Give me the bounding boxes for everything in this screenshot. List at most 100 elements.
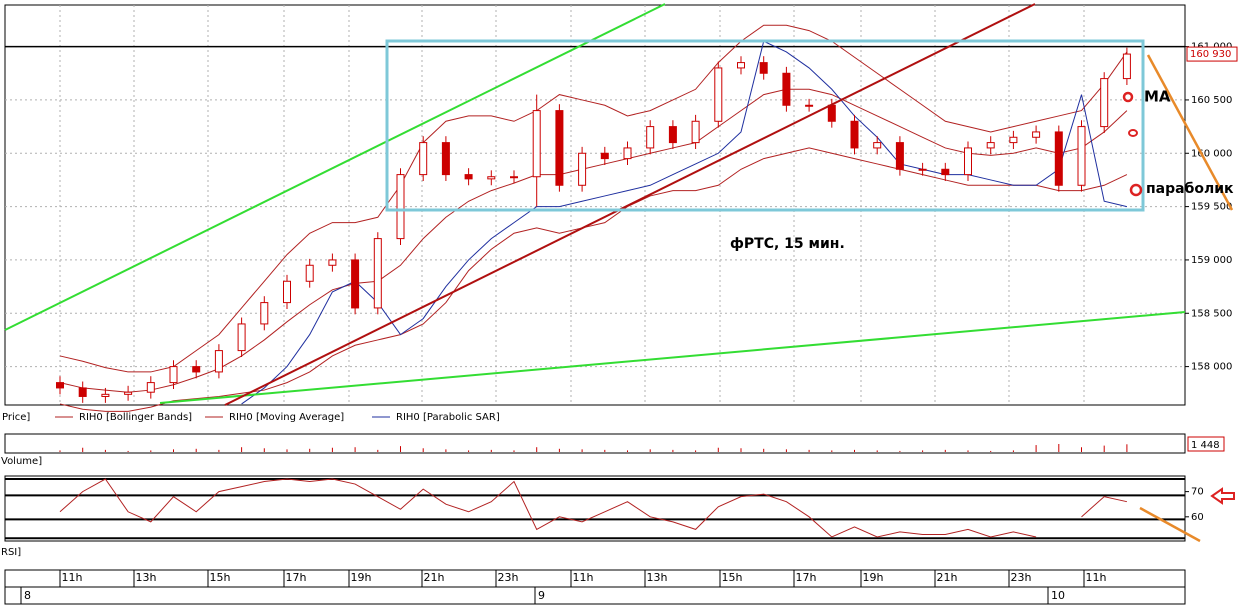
annotation: фРТС, 15 мин. — [730, 236, 845, 252]
candle-body — [101, 393, 110, 397]
trend-line — [224, 3, 1036, 406]
candle-body — [419, 142, 428, 176]
time-label: 17h — [286, 571, 307, 584]
candle-body — [714, 67, 723, 122]
y-tick-label: 159 000 — [1191, 255, 1232, 266]
candle-body — [964, 147, 972, 176]
candle-body — [1122, 53, 1131, 80]
candle-body — [600, 152, 609, 160]
candle-body — [918, 168, 927, 171]
candle-body — [1077, 126, 1086, 186]
candle-body — [873, 142, 882, 149]
y-tick-label: 158 000 — [1191, 362, 1232, 373]
candle-body — [305, 264, 314, 282]
time-label: 13h — [136, 571, 157, 584]
candle-body — [691, 120, 700, 144]
y-tick-label: 158 500 — [1191, 308, 1232, 319]
day-label: 10 — [1051, 589, 1065, 602]
panel-label: RSI] — [1, 547, 21, 558]
time-label: 13h — [647, 571, 668, 584]
candle-body — [351, 259, 360, 309]
parabolic-sar — [241, 40, 1128, 405]
panel-label: Volume] — [1, 456, 42, 467]
candle-body — [532, 110, 541, 178]
time-label: 19h — [863, 571, 884, 584]
day-label: 8 — [24, 589, 31, 602]
candle-body — [373, 238, 382, 309]
time-label: 23h — [498, 571, 519, 584]
annotation: параболик — [1146, 181, 1234, 197]
candle-body — [986, 142, 995, 149]
price-marker — [1186, 46, 1238, 62]
candle-body — [646, 126, 655, 149]
time-label: 15h — [210, 571, 231, 584]
time-label: 21h — [424, 571, 445, 584]
trend-line — [4, 3, 666, 331]
candle-body — [737, 62, 745, 69]
bollinger-upper — [59, 24, 1128, 373]
y-tick-label: 160 500 — [1191, 95, 1232, 106]
candle-body — [56, 382, 64, 389]
time-label: 21h — [937, 571, 958, 584]
time-label: 15h — [722, 571, 743, 584]
candle-body — [487, 176, 496, 180]
marker — [1128, 129, 1138, 137]
candle-body — [623, 147, 632, 160]
candle-body — [578, 152, 587, 186]
volume-panel — [4, 433, 1186, 454]
time-label: 19h — [351, 571, 372, 584]
candle-body — [396, 174, 405, 240]
bollinger-lower — [59, 147, 1128, 412]
candle-body — [1009, 136, 1018, 144]
time-label: 11h — [1086, 571, 1107, 584]
candle-body — [237, 323, 246, 352]
time-label: 11h — [573, 571, 594, 584]
candle-body — [1032, 131, 1041, 138]
candle-body — [782, 72, 791, 106]
volume-value: 1 448 — [1191, 440, 1220, 451]
rsi-line — [59, 478, 1128, 538]
marker — [1129, 183, 1143, 197]
y-tick-label: 60 — [1191, 512, 1204, 523]
price-marker-label: 160 930 — [1190, 49, 1231, 60]
candle-body — [328, 259, 337, 266]
candle-body — [146, 382, 155, 393]
candle-body — [555, 110, 564, 186]
candle-body — [805, 104, 814, 107]
candle-body — [441, 142, 450, 176]
candle-body — [214, 350, 223, 373]
candle-body — [850, 120, 859, 149]
candle-body — [464, 174, 473, 180]
candle-body — [1100, 78, 1109, 128]
legend-label: RIH0 [Moving Average] — [229, 412, 344, 423]
volume-marker — [1187, 436, 1225, 452]
y-tick-label: 70 — [1191, 487, 1204, 498]
trend-line — [159, 311, 1186, 404]
candle-body — [1054, 131, 1063, 186]
moving-average — [59, 88, 1128, 393]
arrow — [1139, 506, 1201, 543]
candle-body — [260, 302, 269, 325]
y-tick-label: 159 500 — [1191, 202, 1232, 213]
arrow-icon — [1210, 487, 1235, 505]
candle-body — [283, 280, 291, 304]
candle-body — [895, 142, 904, 170]
candle-body — [169, 366, 178, 384]
candle-body — [941, 168, 950, 176]
candle-body — [827, 104, 836, 122]
legend-label: RIH0 [Bollinger Bands] — [79, 412, 192, 423]
candle-body — [192, 366, 201, 373]
rsi-panel — [4, 475, 1186, 542]
arrow — [1146, 54, 1234, 211]
annotation: MA — [1144, 88, 1171, 106]
time-label: 17h — [796, 571, 817, 584]
candle-body — [668, 126, 677, 144]
candle-body — [759, 62, 768, 74]
range-box — [385, 39, 1145, 212]
y-tick-label: 160 000 — [1191, 148, 1232, 159]
day-label: 9 — [538, 589, 545, 602]
candle-body — [78, 387, 87, 397]
time-label: 11h — [62, 571, 83, 584]
candle-body — [510, 176, 518, 179]
